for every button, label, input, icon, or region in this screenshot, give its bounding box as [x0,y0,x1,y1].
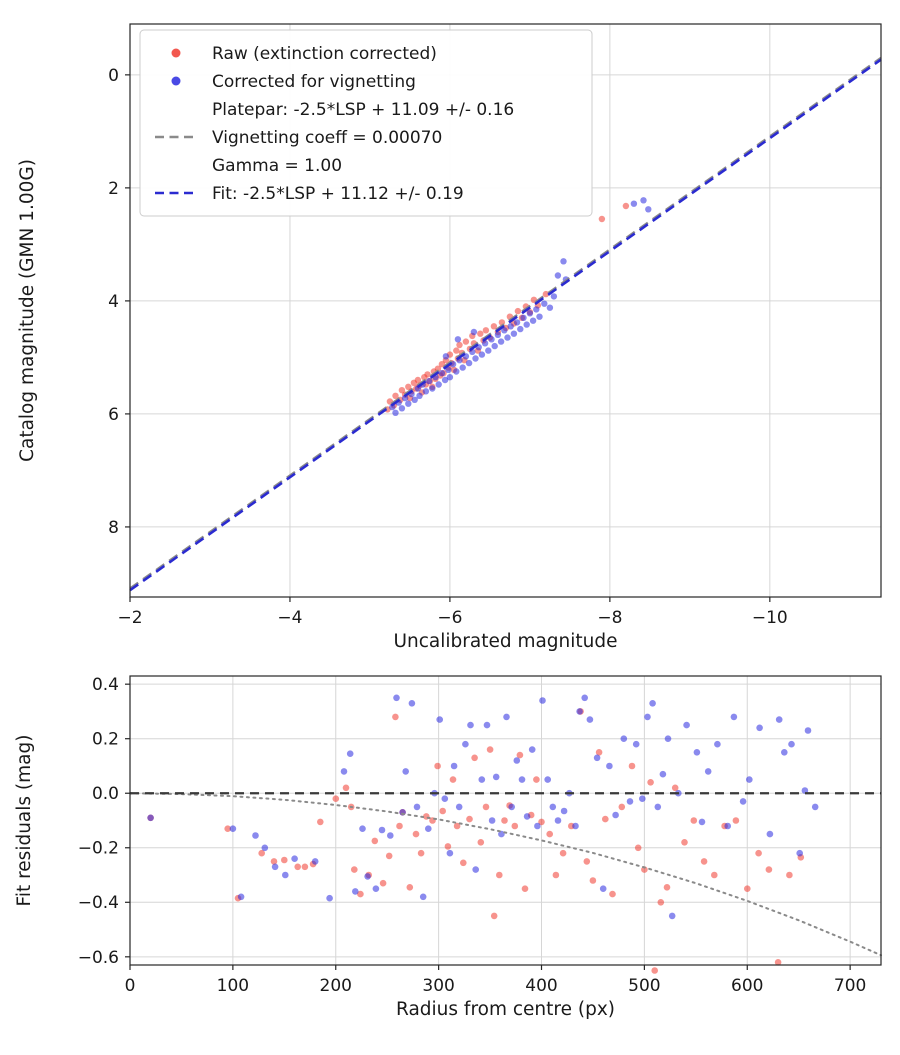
y-ticks: 0 2 4 6 8 [108,66,130,538]
x-tick-label: 0 [125,976,136,996]
x-tick-label: 700 [834,976,866,996]
x-tick-label: 500 [628,976,660,996]
x-tick-label: −6 [437,608,462,628]
y-tick-label: −0.6 [78,948,119,968]
y-axis-label: Catalog magnitude (GMN 1.00G) [17,159,38,462]
y-tick-label: 0 [108,66,119,86]
y-tick-label: −0.2 [78,839,119,859]
x-tick-label: −4 [277,608,302,628]
legend-entry: Platepar: -2.5*LSP + 11.09 +/- 0.16 [212,100,514,120]
x-ticks: −2 −4 −6 −8 −10 [117,597,788,628]
y-ticks: 0.4 0.2 0.0 −0.2 −0.4 −0.6 [78,675,130,968]
legend-marker-dot [171,48,181,58]
legend: Raw (extinction corrected) Corrected for … [139,29,593,217]
vignetting-model-curve [129,792,882,957]
y-tick-label: 2 [108,179,119,199]
x-tick-label: −2 [117,608,142,628]
y-tick-label: −0.4 [78,893,119,913]
axes-frame [129,675,882,966]
legend-entry: Corrected for vignetting [212,72,416,92]
x-tick-label: 200 [320,976,352,996]
x-tick-label: 400 [525,976,557,996]
magnitude-fit-plot: −2 −4 −6 −8 −10 0 2 4 6 8 Uncalibrated magnitude Ca… [17,23,882,652]
legend-entry: Gamma = 1.00 [212,156,342,176]
x-tick-label: −10 [752,608,788,628]
x-tick-label: 100 [217,976,249,996]
x-tick-label: 300 [422,976,454,996]
x-tick-label: 600 [731,976,763,996]
x-axis-label: Uncalibrated magnitude [393,631,617,652]
y-tick-label: 4 [108,292,119,312]
corrected-residuals-points [147,694,819,920]
platepar-line [129,56,882,590]
axes-frame [129,23,882,598]
y-tick-label: 0.0 [92,784,119,804]
legend-entry: Vignetting coeff = 0.00070 [212,128,442,148]
fit-line [129,58,882,592]
x-tick-label: −8 [597,608,622,628]
y-tick-label: 0.4 [92,675,119,695]
legend-entry: Raw (extinction corrected) [212,44,437,64]
y-tick-label: 8 [108,518,119,538]
legend-marker-dot [171,76,181,86]
legend-entry: Fit: -2.5*LSP + 11.12 +/- 0.19 [212,184,464,204]
x-axis-label: Radius from centre (px) [396,999,615,1020]
y-tick-label: 6 [108,405,119,425]
y-tick-label: 0.2 [92,730,119,750]
fit-residuals-plot: 0 100 200 300 400 500 600 700 0.4 0.2 0.0 −0.2 −0.4 −… [14,675,882,1020]
x-ticks: 0 100 200 300 400 500 600 700 [125,965,866,996]
raw-residuals-points [147,708,805,974]
raw-extinction-corrected-points [384,202,630,413]
y-axis-label: Fit residuals (mag) [14,735,35,907]
corrected-for-vignetting-points [389,197,652,416]
